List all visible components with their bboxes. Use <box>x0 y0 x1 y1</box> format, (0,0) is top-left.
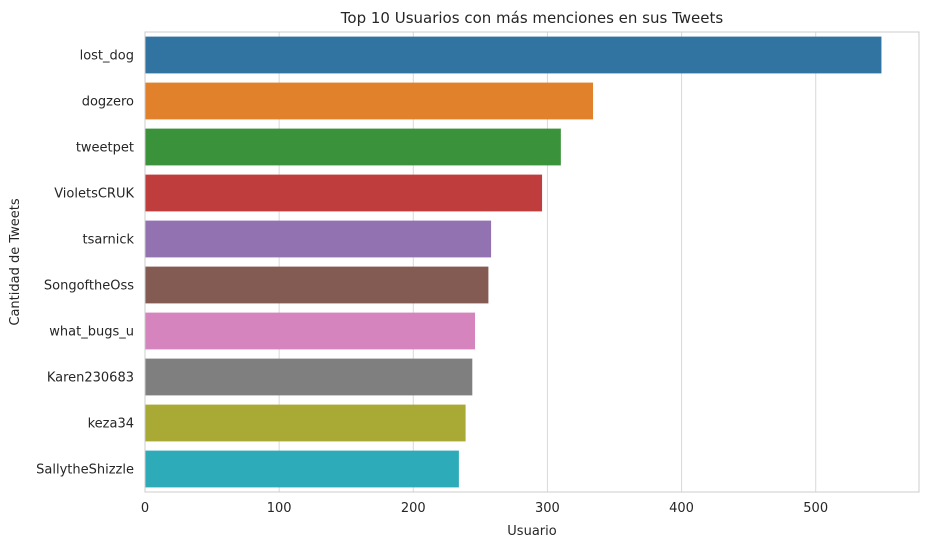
bar-tweetpet <box>145 128 561 166</box>
x-tick-label: 500 <box>803 501 828 516</box>
y-tick-label: tweetpet <box>76 141 134 156</box>
y-tick-label: lost_dog <box>80 49 134 64</box>
y-tick-label: Karen230683 <box>47 371 134 386</box>
y-tick-label: what_bugs_u <box>49 325 134 340</box>
x-tick-label: 100 <box>267 501 292 516</box>
y-tick-label: dogzero <box>82 95 134 110</box>
y-tick-label: SongoftheOss <box>44 279 134 294</box>
bars <box>145 36 882 488</box>
x-tick-label: 400 <box>669 501 694 516</box>
y-tick-label: VioletsCRUK <box>54 187 134 202</box>
y-tick-label: tsarnick <box>83 233 135 248</box>
bar-SallytheShizzle <box>145 450 459 488</box>
bar-Karen230683 <box>145 358 473 396</box>
x-axis-ticks: 0 100 200 300 400 500 <box>141 501 828 516</box>
bar-SongoftheOss <box>145 266 489 304</box>
y-tick-label: keza34 <box>88 417 134 432</box>
y-axis-label: Cantidad de Tweets <box>8 198 23 325</box>
x-tick-label: 0 <box>141 501 149 516</box>
x-axis-label: Usuario <box>507 524 556 539</box>
bar-dogzero <box>145 82 594 120</box>
x-tick-label: 300 <box>535 501 560 516</box>
chart-title: Top 10 Usuarios con más menciones en sus… <box>340 9 724 27</box>
bar-tsarnick <box>145 220 492 258</box>
y-tick-label: SallytheShizzle <box>36 463 134 478</box>
bar-VioletsCRUK <box>145 174 543 212</box>
bar-what_bugs_u <box>145 312 475 350</box>
bar-keza34 <box>145 404 466 442</box>
x-tick-label: 200 <box>401 501 426 516</box>
plot-frame <box>144 31 920 493</box>
bar-lost_dog <box>145 36 882 74</box>
